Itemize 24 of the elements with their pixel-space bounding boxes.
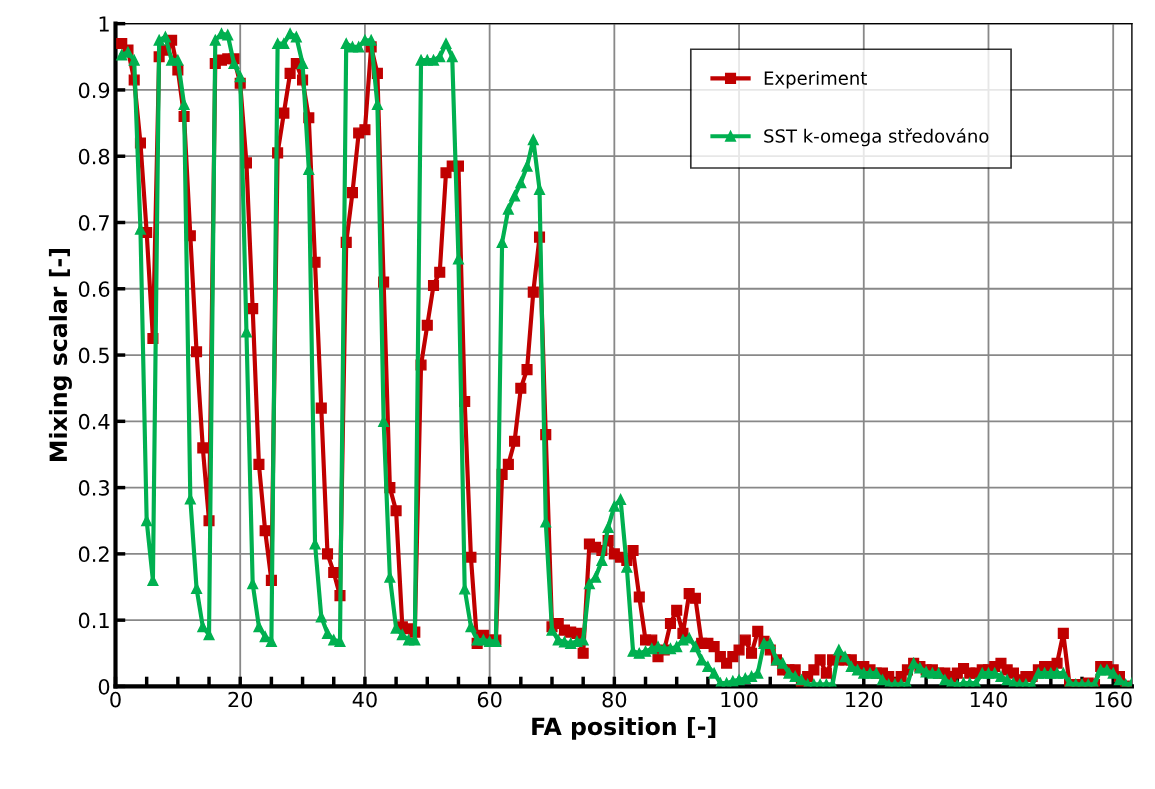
legend-label: Experiment <box>764 70 867 89</box>
y-tick-label: 0.4 <box>78 413 110 430</box>
x-tick-label: 140 <box>970 691 1007 708</box>
x-tick-label: 80 <box>602 691 627 708</box>
y-tick-label: 0.3 <box>78 480 109 496</box>
y-axis-title: Mixing scalar [-] <box>48 249 72 461</box>
legend-label: SST k-omega středováno <box>764 128 989 147</box>
y-tick-label: 0.2 <box>78 546 109 563</box>
x-tick-label: 0 <box>110 691 121 708</box>
y-tick-label: 0.9 <box>78 82 110 99</box>
x-axis-title: FA position [-] <box>532 717 716 740</box>
y-tick-label: 0.1 <box>78 612 109 629</box>
x-tick-label: 20 <box>228 691 253 708</box>
y-tick-label: 0 <box>98 678 110 695</box>
x-tick-label: 40 <box>352 691 377 708</box>
y-tick-label: 0.5 <box>78 347 109 364</box>
x-tick-label: 60 <box>477 691 502 708</box>
x-tick-label: 120 <box>846 691 883 708</box>
y-tick-label: 0.8 <box>78 148 110 165</box>
y-tick-label: 1 <box>99 16 109 32</box>
y-tick-label: 0.6 <box>78 281 110 297</box>
x-tick-label: 160 <box>1095 691 1132 708</box>
x-tick-label: 100 <box>721 691 758 708</box>
y-tick-label: 0.7 <box>78 214 109 231</box>
